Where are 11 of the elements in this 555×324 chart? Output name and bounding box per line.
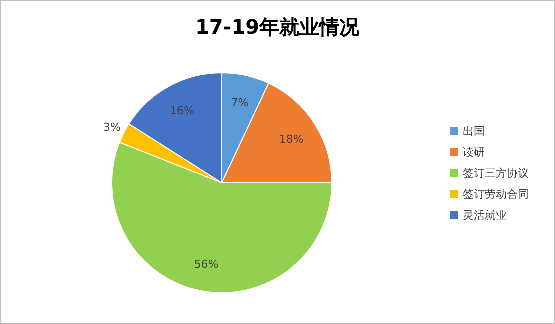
data-label: 7% [231, 96, 249, 110]
data-label: 18% [279, 132, 304, 146]
chart-title: 17-19年就业情况 [196, 15, 360, 39]
legend-label: 签订三方协议 [463, 167, 529, 180]
data-label: 56% [194, 258, 219, 272]
data-label: 3% [104, 121, 121, 134]
legend-label: 读研 [463, 146, 485, 159]
legend-label: 签订劳动合同 [463, 188, 529, 201]
legend-label: 灵活就业 [463, 209, 507, 222]
data-label: 16% [170, 104, 194, 118]
legend-label: 出国 [463, 125, 485, 138]
